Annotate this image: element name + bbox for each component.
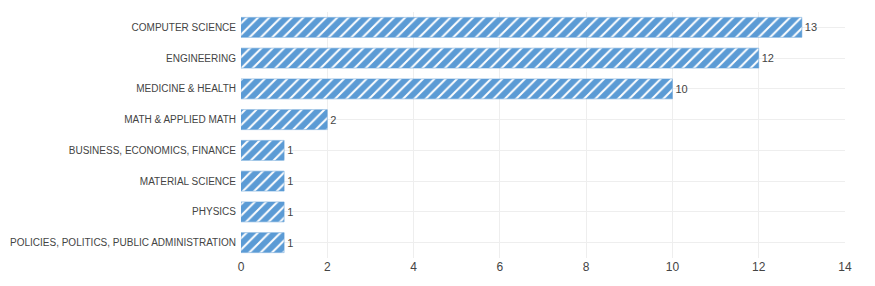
svg-text:4: 4 xyxy=(410,260,417,274)
svg-text:MATH & APPLIED MATH: MATH & APPLIED MATH xyxy=(124,114,236,125)
svg-text:1: 1 xyxy=(287,206,293,218)
svg-text:6: 6 xyxy=(497,260,504,274)
svg-text:10: 10 xyxy=(666,260,680,274)
svg-text:MEDICINE & HEALTH: MEDICINE & HEALTH xyxy=(136,83,236,94)
svg-text:BUSINESS, ECONOMICS, FINANCE: BUSINESS, ECONOMICS, FINANCE xyxy=(69,145,237,156)
svg-text:14: 14 xyxy=(838,260,852,274)
svg-text:1: 1 xyxy=(287,144,293,156)
svg-text:PHYSICS: PHYSICS xyxy=(192,206,236,217)
svg-text:8: 8 xyxy=(583,260,590,274)
svg-text:POLICIES, POLITICS, PUBLIC ADM: POLICIES, POLITICS, PUBLIC ADMINISTRATIO… xyxy=(10,237,236,248)
svg-text:12: 12 xyxy=(762,52,774,64)
svg-text:2: 2 xyxy=(324,260,331,274)
svg-text:1: 1 xyxy=(287,237,293,249)
svg-text:12: 12 xyxy=(752,260,766,274)
svg-text:2: 2 xyxy=(330,114,336,126)
svg-text:0: 0 xyxy=(238,260,245,274)
svg-text:MATERIAL SCIENCE: MATERIAL SCIENCE xyxy=(140,176,236,187)
svg-text:1: 1 xyxy=(287,175,293,187)
svg-text:13: 13 xyxy=(805,21,817,33)
svg-text:10: 10 xyxy=(675,83,687,95)
svg-text:ENGINEERING: ENGINEERING xyxy=(166,53,236,64)
svg-text:COMPUTER SCIENCE: COMPUTER SCIENCE xyxy=(132,22,237,33)
